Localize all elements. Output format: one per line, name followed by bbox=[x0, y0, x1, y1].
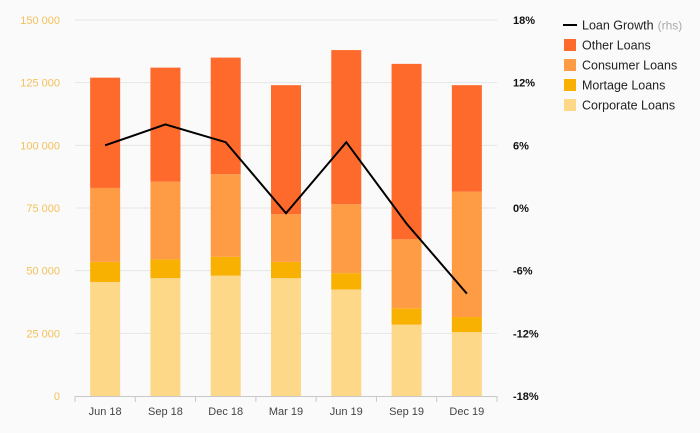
right-tick-label: -6% bbox=[513, 266, 533, 278]
bar-other-loans bbox=[90, 77, 121, 188]
x-tick-label: Dec 19 bbox=[449, 406, 484, 418]
bar-corporate-loans bbox=[210, 275, 241, 396]
bar-other-loans bbox=[331, 50, 362, 205]
bar-consumer-loans bbox=[90, 187, 121, 262]
left-tick-label: 150 000 bbox=[20, 15, 60, 27]
left-tick-label: 100 000 bbox=[20, 140, 60, 152]
bar-other-loans bbox=[210, 57, 241, 175]
right-tick-label: 12% bbox=[513, 78, 535, 90]
right-axis-ticks: -18% -12% -6% 0% 6% 12% 18% bbox=[513, 15, 539, 403]
bar-corporate-loans bbox=[150, 278, 181, 396]
bar-corporate-loans bbox=[271, 278, 301, 396]
left-axis-ticks: 0 25 000 50 000 75 000 100 000 125 000 150 000 bbox=[20, 15, 60, 403]
bar-corporate-loans bbox=[331, 289, 362, 396]
x-axis-ticks: Jun 18 Sep 18 Dec 18 Mar 19 Jun 19 Sep 19 Dec … bbox=[89, 406, 485, 418]
x-tick-label: Jun 19 bbox=[330, 406, 363, 418]
bar-other-loans bbox=[271, 85, 301, 215]
x-tick-label: Sep 18 bbox=[148, 406, 183, 418]
legend-label: Corporate Loans bbox=[582, 99, 675, 113]
x-tick-label: Mar 19 bbox=[269, 406, 303, 418]
left-tick-label: 125 000 bbox=[20, 78, 60, 90]
bar-mortage-loans bbox=[451, 317, 482, 333]
legend-label: Consumer Loans bbox=[582, 59, 677, 73]
legend-label: Other Loans bbox=[582, 39, 651, 53]
loan-growth-line-group bbox=[104, 123, 468, 295]
loan-growth-line bbox=[104, 123, 468, 295]
right-tick-label: 18% bbox=[513, 15, 535, 27]
bar-consumer-loans bbox=[451, 191, 482, 318]
bar-mortage-loans bbox=[391, 308, 422, 325]
x-axis bbox=[74, 396, 498, 402]
bar-consumer-loans bbox=[210, 174, 241, 257]
bar-other-loans bbox=[391, 63, 422, 240]
bar-mortage-loans bbox=[331, 273, 362, 290]
left-tick-label: 25 000 bbox=[26, 328, 60, 340]
bar-mortage-loans bbox=[271, 261, 301, 279]
legend: Loan Growth (rhs) Other Loans Consumer Loan… bbox=[563, 19, 682, 113]
left-tick-label: 0 bbox=[54, 391, 60, 403]
bar-consumer-loans bbox=[391, 239, 422, 309]
legend-label: Loan Growth bbox=[582, 19, 654, 33]
bar-consumer-loans bbox=[331, 204, 362, 274]
legend-label-loan-growth: Loan Growth (rhs) bbox=[582, 19, 682, 33]
legend-swatch-box bbox=[564, 99, 576, 111]
bar-corporate-loans bbox=[451, 332, 482, 396]
bar-corporate-loans bbox=[90, 281, 121, 396]
legend-note: (rhs) bbox=[658, 19, 683, 33]
right-tick-label: -18% bbox=[513, 391, 539, 403]
bar-consumer-loans bbox=[150, 181, 181, 260]
x-tick-label: Sep 19 bbox=[389, 406, 424, 418]
x-tick-label: Dec 18 bbox=[208, 406, 243, 418]
legend-swatch-box bbox=[564, 39, 576, 51]
bar-mortage-loans bbox=[90, 261, 121, 282]
right-tick-label: 6% bbox=[513, 140, 529, 152]
bar-corporate-loans bbox=[391, 324, 422, 396]
bar-stacks bbox=[90, 50, 482, 396]
legend-label: Mortage Loans bbox=[582, 79, 665, 93]
bar-consumer-loans bbox=[271, 214, 301, 262]
x-tick-label: Jun 18 bbox=[89, 406, 122, 418]
right-tick-label: -12% bbox=[513, 328, 539, 340]
bar-mortage-loans bbox=[210, 256, 241, 276]
left-tick-label: 75 000 bbox=[26, 203, 60, 215]
left-tick-label: 50 000 bbox=[26, 266, 60, 278]
bar-other-loans bbox=[451, 85, 482, 192]
right-tick-label: 0% bbox=[513, 203, 529, 215]
legend-swatch-box bbox=[564, 59, 576, 71]
legend-swatch-box bbox=[564, 79, 576, 91]
bar-mortage-loans bbox=[150, 259, 181, 279]
